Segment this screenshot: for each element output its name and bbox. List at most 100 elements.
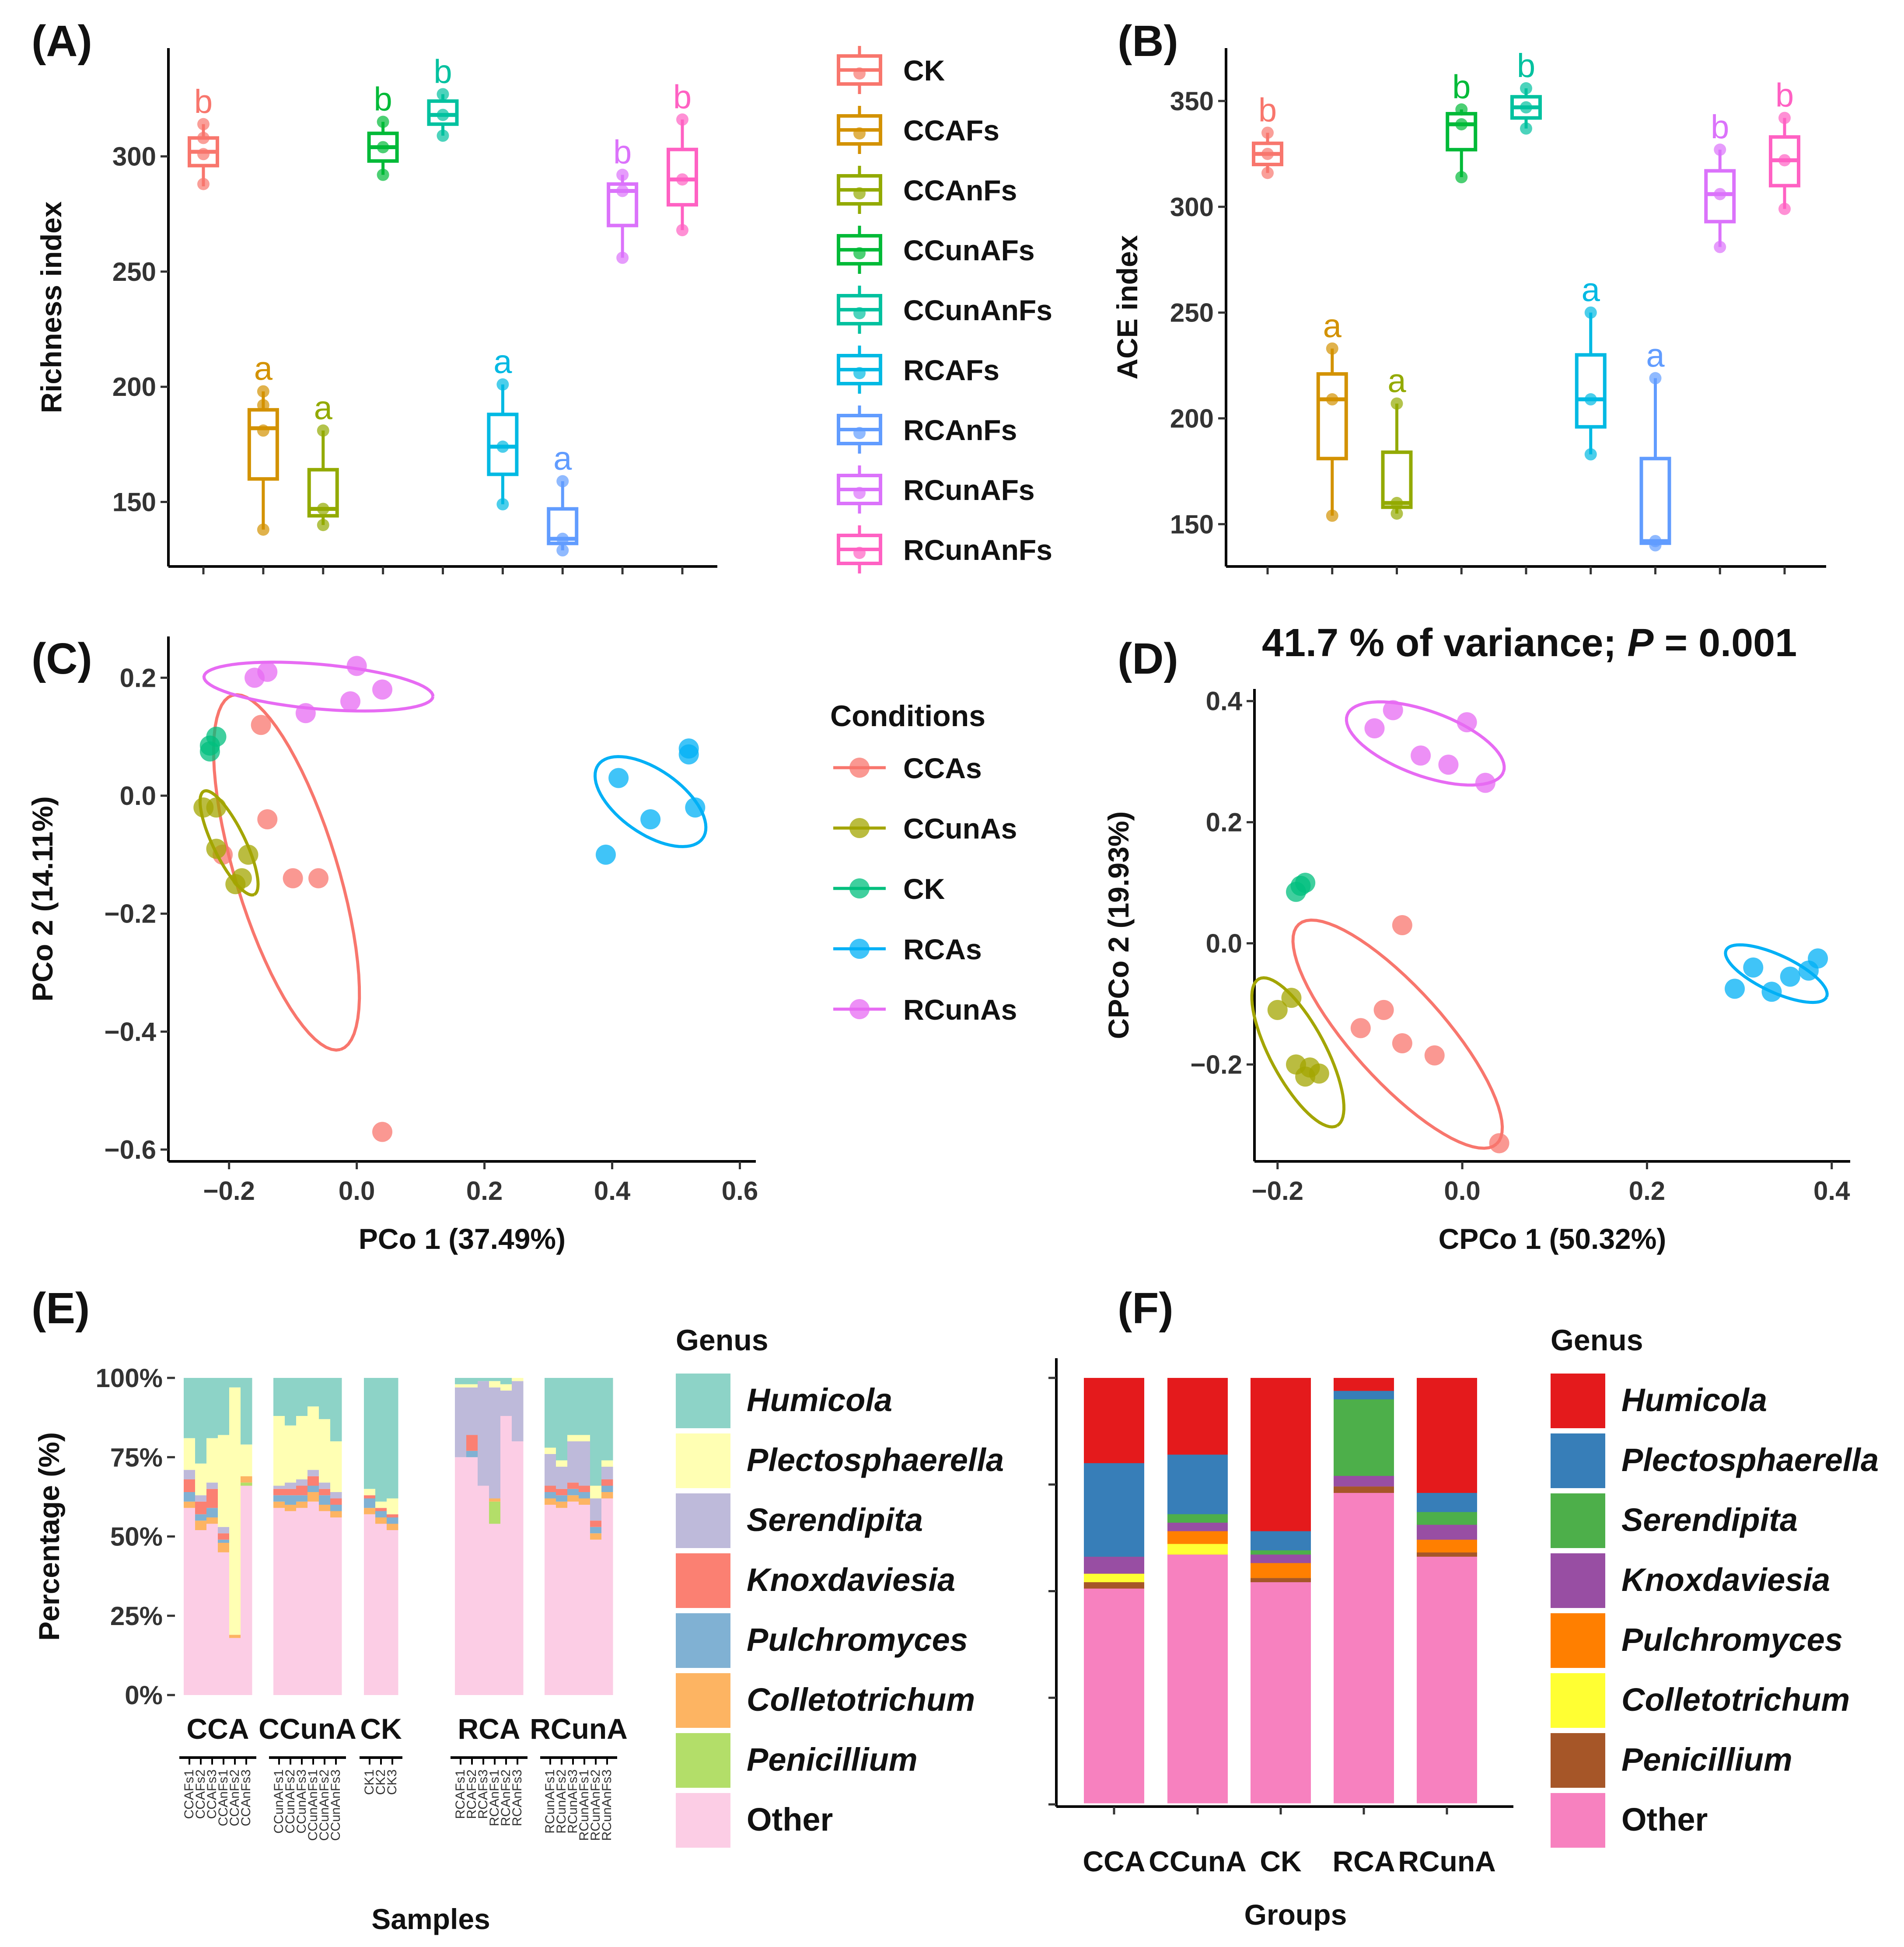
sample-label-CCunAFs2: CCunAFs2	[283, 1769, 297, 1834]
bar-segment-RCA	[1334, 1493, 1394, 1804]
box-RCAnFs	[1639, 457, 1671, 545]
point-CCunAs	[1281, 988, 1302, 1008]
bar-segment-CK1	[364, 1495, 376, 1499]
bar-segment-CCA	[1084, 1588, 1144, 1804]
point-RCunAs	[1364, 718, 1385, 738]
bar-segment-CCunAnFs2	[319, 1482, 331, 1489]
bar-segment-RCAnFs1	[489, 1524, 501, 1695]
point-CK	[206, 727, 227, 747]
bar-segment-RCunA	[1417, 1556, 1477, 1804]
panel-d-xtick-label: 0.0	[1444, 1176, 1480, 1206]
point-RCAFs	[496, 498, 509, 510]
sample-label-CK1: CK1	[362, 1769, 377, 1795]
bar-segment-CCAFs3	[206, 1489, 218, 1508]
bar-segment-RCunAnFs1	[579, 1435, 590, 1441]
legend-genus-e-label: Plectosphaerella	[747, 1442, 1004, 1478]
point-CCAFs	[257, 399, 269, 412]
bar-segment-CCunAnFs3	[330, 1378, 342, 1441]
bar-segment-RCunAFs2	[556, 1508, 568, 1695]
bar-segment-CCunAFs1	[273, 1489, 285, 1496]
group-label-RCA: RCA	[1333, 1845, 1395, 1877]
bar-segment-RCAFs1	[455, 1378, 467, 1384]
bar-segment-RCunAnFs1	[579, 1505, 590, 1695]
bar-segment-CCunAnFs3	[330, 1505, 342, 1511]
bar-segment-RCunAFs1	[545, 1486, 556, 1492]
panel-f-x-title: Groups	[1244, 1898, 1347, 1931]
legend-key-point-CCAFs	[853, 127, 866, 140]
bar-segment-RCunAFs2	[556, 1467, 568, 1489]
group-label-CK: CK	[1260, 1845, 1302, 1877]
bar-segment-RCAnFs2	[500, 1416, 512, 1695]
legend-label-CK: CK	[903, 873, 945, 905]
point-CCAnFs	[317, 503, 329, 515]
point-RCAs	[1808, 948, 1828, 969]
bar-segment-CK1	[364, 1508, 376, 1514]
panel-e-ytick-label: 75%	[110, 1443, 163, 1472]
bar-segment-CCunAFs2	[285, 1425, 297, 1483]
legend-genus-e-label: Pulchromyces	[747, 1622, 968, 1658]
legend-genus-e: Genus Humicola Plectosphaerella Serendipita…	[676, 1324, 1004, 1848]
sample-label-CCAFs2: CCAFs2	[193, 1769, 208, 1819]
bar-segment-CCunAnFs1	[307, 1492, 319, 1502]
bar-segment-RCAnFs1	[489, 1387, 501, 1499]
legend-genus-e-swatch	[676, 1673, 730, 1728]
bar-segment-RCunAFs3	[567, 1441, 579, 1483]
bar-segment-RCunAnFs3	[601, 1498, 613, 1695]
point-CCAnFs	[1390, 397, 1403, 410]
legend-genus-e-label: Other	[747, 1801, 833, 1838]
ellipse-RCunAs	[1345, 700, 1506, 787]
point-CCAFs	[1326, 342, 1338, 355]
point-CCunAs	[231, 868, 252, 888]
bar-segment-RCAnFs2	[500, 1384, 512, 1391]
bar-segment-CCunAnFs2	[319, 1419, 331, 1483]
bar-segment-CCunAFs2	[285, 1505, 297, 1511]
bar-segment-RCunA	[1417, 1552, 1477, 1557]
panel-d: (D) −0.2 0.0 0.2 0.4 −0.2 0.0 0.2 0.4 CPCo 1 (50.…	[1102, 621, 1850, 1255]
point-RCAs	[1780, 966, 1800, 987]
panel-c: (C) −0.6 −0.4 −0.2 0.0 0.2 −0.2 0.0 0.2 0.4 0.6 PCo…	[26, 634, 758, 1255]
bar-segment-CK	[1251, 1562, 1311, 1578]
point-CCunAs	[206, 839, 227, 859]
legend-genus-f-swatch	[1551, 1374, 1605, 1428]
legend-genus-e-label: Humicola	[747, 1382, 892, 1418]
bar-segment-RCunAnFs2	[590, 1378, 602, 1486]
sample-label-RCAFs2: RCAFs2	[465, 1769, 479, 1819]
legend-genus-f: Genus Humicola Plectosphaerella Serendipita…	[1551, 1324, 1879, 1848]
bar-segment-RCAnFs2	[500, 1378, 512, 1384]
bar-segment-CCunAFs3	[296, 1479, 308, 1486]
bar-segment-RCAFs3	[478, 1381, 489, 1486]
bar-segment-CCAFs1	[184, 1479, 196, 1492]
panel-c-xtick-label: 0.6	[722, 1176, 758, 1206]
sig-letter-CCunAnFs: b	[433, 53, 452, 90]
panel-d-ytick-label: 0.0	[1206, 929, 1242, 958]
point-RCAFs	[1584, 393, 1597, 405]
legend-genus-f-label: Plectosphaerella	[1621, 1442, 1879, 1478]
bar-segment-CCAnFs3	[241, 1444, 252, 1476]
panel-c-xtick-label: 0.0	[339, 1176, 375, 1206]
point-CCAs	[283, 868, 303, 888]
bar-segment-CCunA	[1167, 1522, 1228, 1531]
bar-segment-CCAnFs1	[218, 1543, 230, 1552]
bar-segment-RCunAFs1	[545, 1447, 556, 1454]
bar-segment-CK	[1251, 1582, 1311, 1804]
box-CCAFs	[1316, 372, 1348, 461]
bar-segment-CCunAFs3	[296, 1486, 308, 1496]
legend-label-RCAFs: RCAFs	[903, 354, 999, 386]
point-CCAnFs	[1390, 496, 1403, 509]
legend-dot-CCAs	[849, 758, 870, 778]
point-CCAFs	[257, 385, 269, 398]
panel-a-ytick-label: 250	[112, 257, 156, 287]
bar-segment-RCunAnFs3	[601, 1486, 613, 1492]
bar-segment-RCAnFs1	[489, 1381, 501, 1388]
panel-d-xtick-label: 0.4	[1813, 1176, 1850, 1206]
bar-segment-RCunAFs2	[556, 1378, 568, 1461]
panel-f-label: (F)	[1118, 1284, 1174, 1333]
point-CCAs	[1350, 1018, 1371, 1038]
point-RCAFs	[1584, 306, 1597, 319]
point-RCAnFs	[1649, 535, 1662, 547]
bar-segment-CCunAFs3	[296, 1508, 308, 1695]
panel-e-ytick-label: 50%	[110, 1522, 163, 1552]
sig-letter-RCunAnFs: b	[673, 78, 692, 115]
bar-segment-RCAFs3	[478, 1378, 489, 1381]
bar-segment-CK	[1251, 1577, 1311, 1583]
